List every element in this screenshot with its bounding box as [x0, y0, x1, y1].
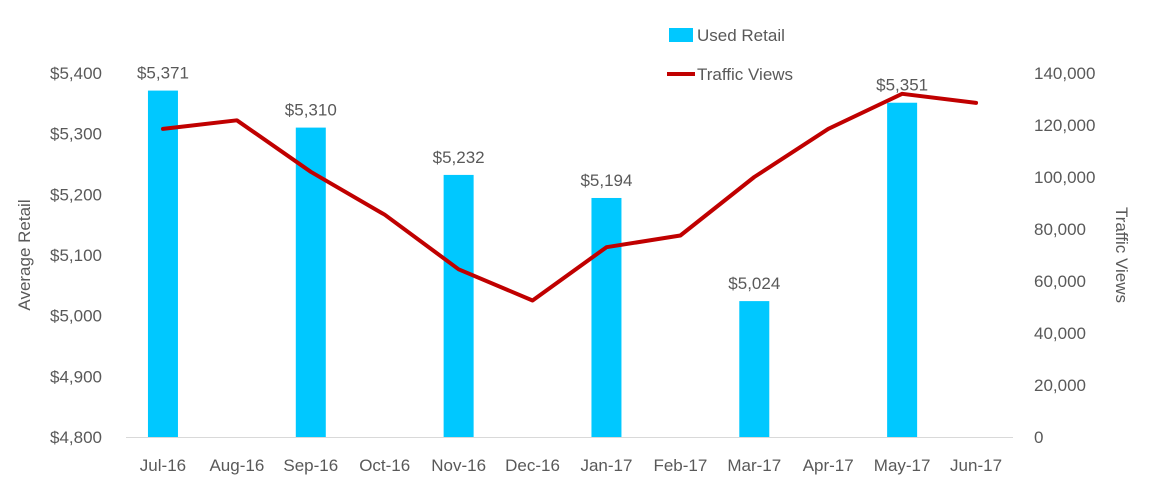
y-tick-label: $4,900 [50, 367, 102, 386]
y2-axis-title: Traffic Views [1112, 207, 1131, 303]
y-tick-label: $5,300 [50, 125, 102, 144]
x-tick-label: Sep-16 [283, 456, 338, 475]
x-tick-label: Jun-17 [950, 456, 1002, 475]
x-tick-label: Dec-16 [505, 456, 560, 475]
legend-label-used-retail: Used Retail [697, 26, 785, 45]
y2-tick-label: 120,000 [1034, 116, 1095, 135]
bar [739, 301, 770, 437]
data-label: $5,024 [728, 274, 780, 293]
x-tick-label: Jan-17 [580, 456, 632, 475]
line-layer [160, 91, 979, 303]
x-tick-label: Aug-16 [209, 456, 264, 475]
x-tick-label: Mar-17 [727, 456, 781, 475]
bars-layer [147, 90, 918, 438]
y2-tick-label: 20,000 [1034, 376, 1086, 395]
x-tick-label: Nov-16 [431, 456, 486, 475]
y-tick-label: $5,200 [50, 185, 102, 204]
y2-tick-label: 100,000 [1034, 168, 1095, 187]
bar [443, 174, 474, 438]
y2-tick-label: 60,000 [1034, 272, 1086, 291]
y2-tick-label: 0 [1034, 428, 1043, 447]
x-tick-label: May-17 [874, 456, 931, 475]
x-tick-label: Jul-16 [140, 456, 186, 475]
data-label: $5,310 [285, 101, 337, 120]
bar [147, 90, 178, 438]
x-tick-label: Oct-16 [359, 456, 410, 475]
legend-swatch-used-retail [669, 28, 693, 42]
y-tick-label: $5,400 [50, 64, 102, 83]
bar [887, 102, 918, 437]
data-label: $5,232 [433, 148, 485, 167]
legend: Used Retail Traffic Views [667, 26, 793, 84]
y-tick-label: $4,800 [50, 428, 102, 447]
x-tick-label: Apr-17 [803, 456, 854, 475]
bar [591, 197, 622, 437]
x-tick-label: Feb-17 [653, 456, 707, 475]
y-tick-label: $5,100 [50, 246, 102, 265]
data-labels-layer: $5,371 $5,310 $5,232 $5,194 $5,024 $5,351 [137, 64, 928, 294]
y-axis-title: Average Retail [15, 199, 34, 310]
data-label: $5,351 [876, 76, 928, 95]
y-tick-label: $5,000 [50, 307, 102, 326]
traffic-views-line [160, 91, 979, 303]
data-label: $5,371 [137, 64, 189, 83]
y2-tick-label: 40,000 [1034, 324, 1086, 343]
legend-label-traffic-views: Traffic Views [697, 65, 793, 84]
axes-layer: Jul-16 Aug-16 Sep-16 Oct-16 Nov-16 Dec-16 Jan-… [50, 64, 1095, 475]
y2-tick-label: 80,000 [1034, 220, 1086, 239]
y2-tick-label: 140,000 [1034, 64, 1095, 83]
data-label: $5,194 [580, 171, 632, 190]
